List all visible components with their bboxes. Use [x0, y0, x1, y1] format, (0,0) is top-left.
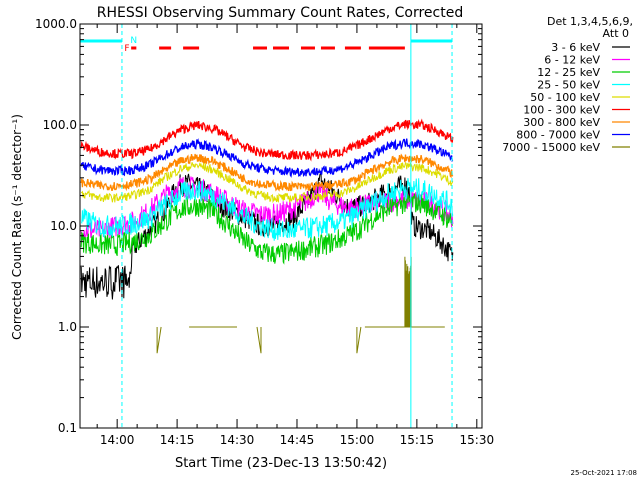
footer-timestamp: 25-Oct-2021 17:08: [571, 469, 637, 477]
legend-label: 300 - 800 keV: [523, 116, 600, 129]
x-tick-label: 14:15: [160, 433, 195, 447]
legend-label: 25 - 50 keV: [537, 79, 600, 92]
x-axis: 14:00 14:15 14:30 14:45 15:00 15:15 15:30: [96, 24, 495, 447]
chart-title: RHESSI Observing Summary Count Rates, Co…: [97, 5, 463, 21]
series-line-7000-15000-kev: [156, 326, 445, 354]
y-axis-label: Corrected Count Rate (s⁻¹ detector⁻¹): [10, 114, 24, 340]
plot-area: NF: [79, 24, 454, 428]
legend-label: 3 - 6 keV: [551, 41, 600, 54]
y-tick-label: 10.0: [50, 219, 77, 233]
series-line-50-100-kev: [80, 161, 454, 204]
annotation-f: F: [124, 44, 129, 54]
series-line-800-7000-kev: [80, 138, 454, 178]
series-line-100-300-kev: [80, 118, 454, 162]
series-spikes-7000-15000-kev: [404, 256, 412, 327]
legend-label: 800 - 7000 keV: [516, 129, 600, 142]
y-axis: 0.1 1.0 10.0 100.0 1000.0: [35, 17, 482, 435]
x-tick-label: 15:30: [460, 433, 495, 447]
series-line-12-25-kev: [80, 191, 454, 265]
legend-header: Det 1,3,4,5,6,9,: [547, 15, 633, 28]
series-line-300-800-kev: [80, 153, 454, 192]
x-tick-label: 15:00: [340, 433, 375, 447]
y-tick-label: 0.1: [58, 421, 77, 435]
legend-label: 7000 - 15000 keV: [502, 141, 600, 154]
x-tick-label: 15:15: [400, 433, 435, 447]
x-tick-label: 14:45: [280, 433, 315, 447]
series-line-25-50-kev: [80, 178, 454, 241]
y-tick-label: 1000.0: [35, 17, 77, 31]
x-axis-label: Start Time (23-Dec-13 13:50:42): [175, 456, 387, 471]
legend-label: 12 - 25 keV: [537, 66, 600, 79]
legend-header: Att 0: [603, 27, 629, 40]
legend-label: 50 - 100 keV: [530, 91, 600, 104]
x-tick-label: 14:00: [100, 433, 135, 447]
legend-label: 6 - 12 keV: [544, 54, 600, 67]
y-tick-label: 100.0: [43, 118, 77, 132]
y-tick-label: 1.0: [58, 320, 77, 334]
series-line-3-6-kev: [80, 173, 454, 300]
x-tick-label: 14:30: [220, 433, 255, 447]
legend-label: 100 - 300 keV: [523, 104, 600, 117]
annotation-n: N: [130, 36, 137, 46]
